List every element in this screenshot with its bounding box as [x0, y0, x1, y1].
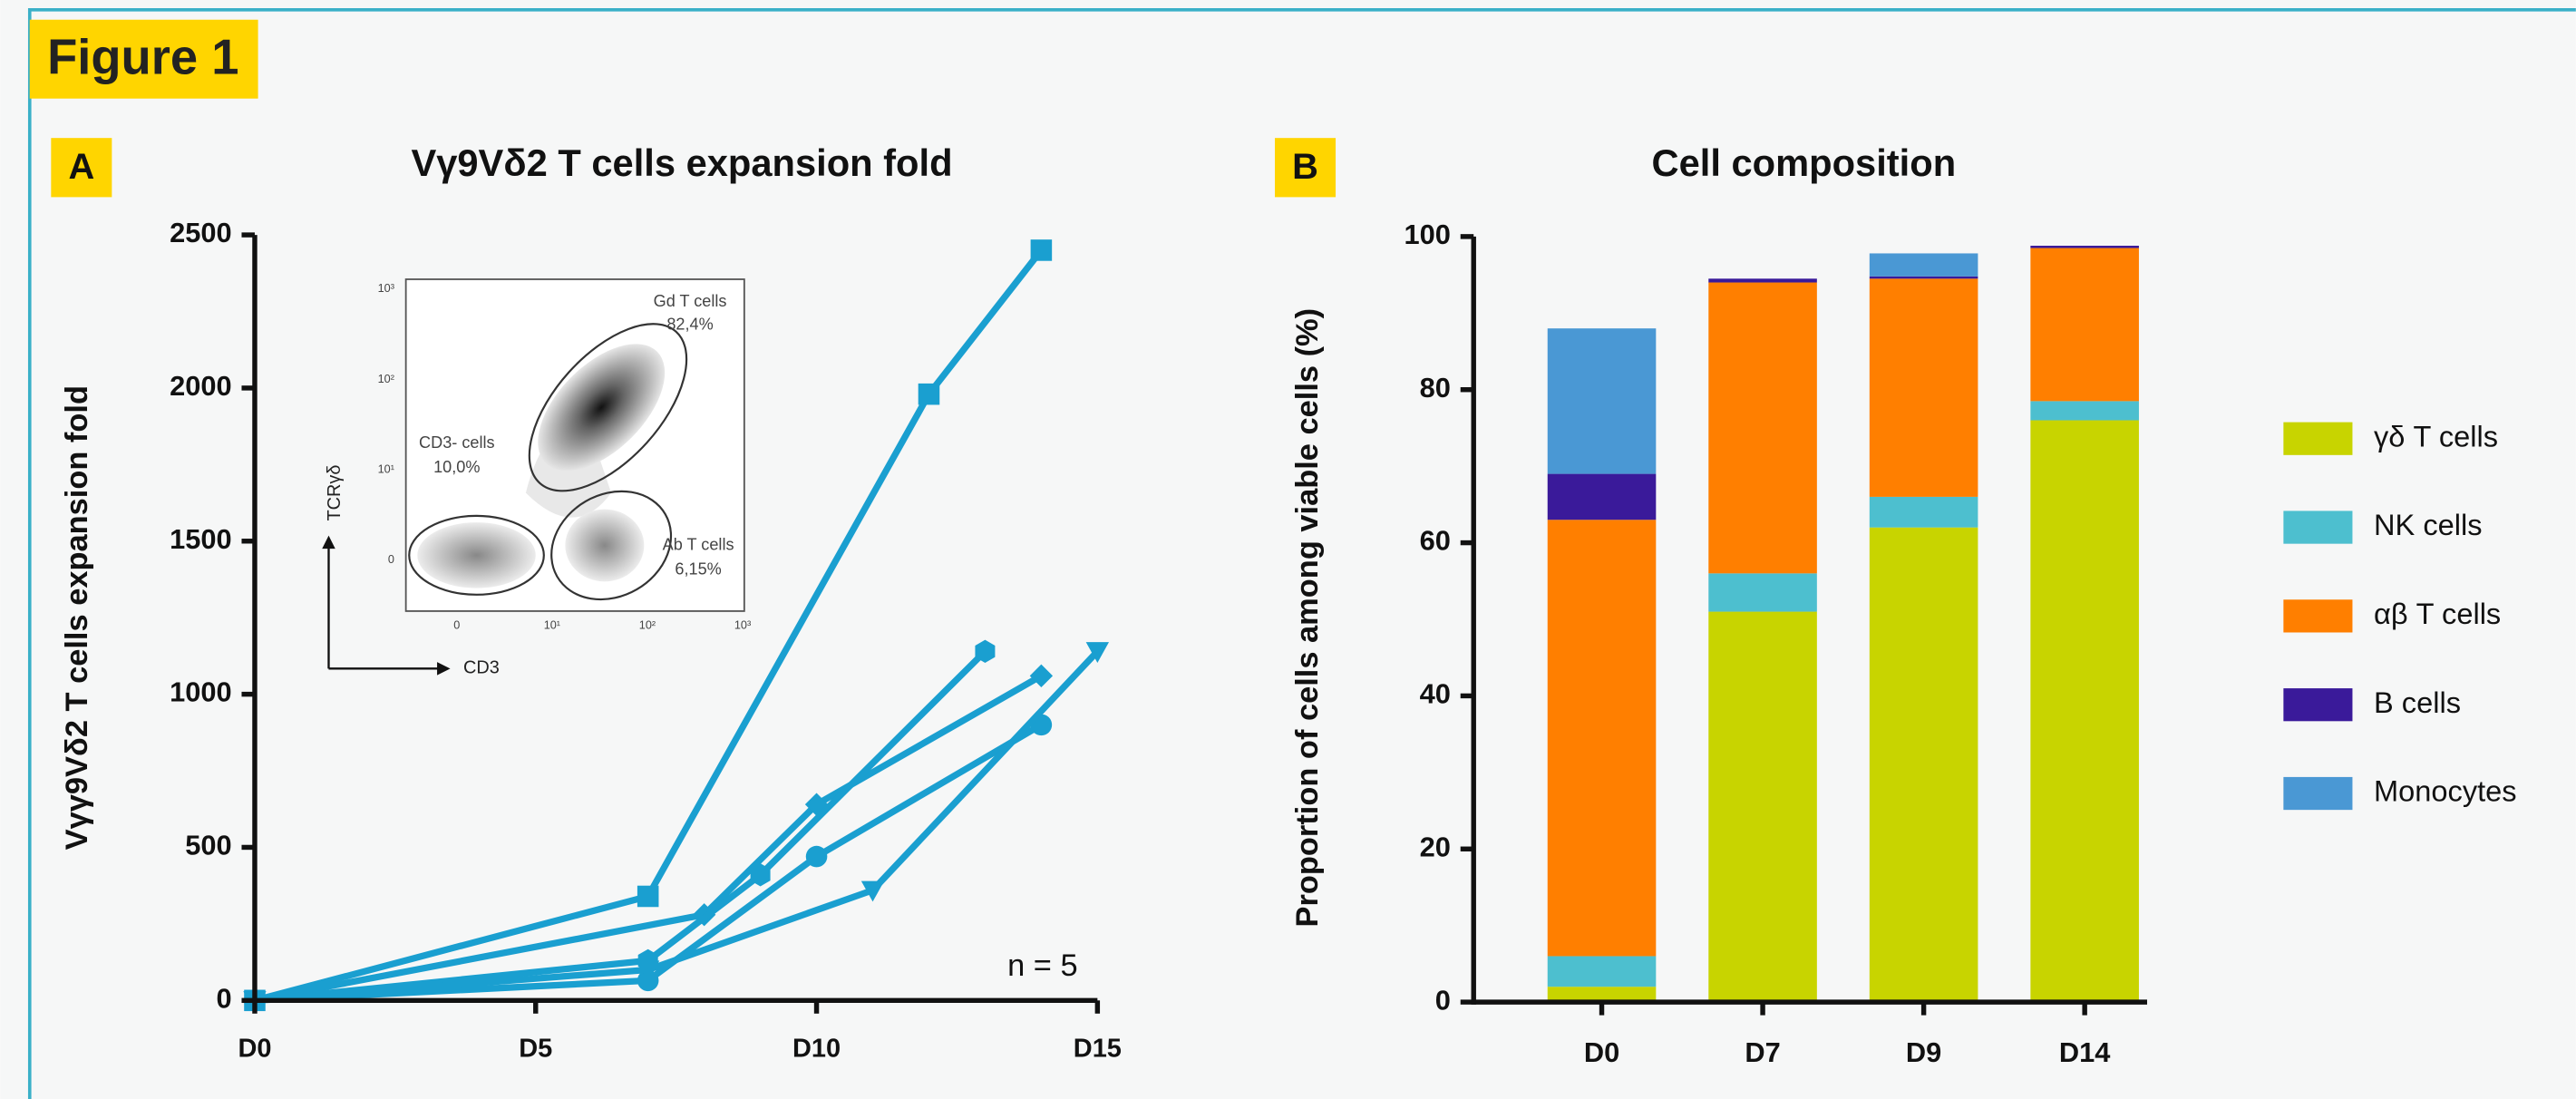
x-tick-label: D9 — [1906, 1036, 1941, 1068]
inset-gate-name: Ab T cells — [663, 535, 734, 553]
bar-segment — [1548, 956, 1657, 987]
legend-swatch — [2283, 511, 2352, 543]
inset-y-tick-label: 0 — [388, 553, 394, 566]
y-tick-label: 80 — [1420, 372, 1451, 404]
inset-density — [565, 510, 644, 582]
inset-gate-name: Gd T cells — [654, 292, 727, 310]
bar-segment — [1708, 612, 1817, 1003]
y-axis-label: Vγγ9Vδ2 T cells expansion fold — [60, 385, 94, 850]
marker — [919, 384, 940, 405]
legend-swatch — [2283, 777, 2352, 810]
chart-title: Cell composition — [1652, 141, 1957, 184]
y-tick-label: 60 — [1420, 525, 1451, 557]
legend-label: B cells — [2374, 686, 2461, 719]
annotation: n = 5 — [1007, 948, 1077, 983]
figure-label: Figure 1 — [47, 29, 238, 84]
inset-y-label: TCRγδ — [325, 465, 345, 521]
inset-gate-percent: 82,4% — [666, 315, 713, 333]
marker — [637, 886, 659, 908]
legend-swatch — [2283, 688, 2352, 721]
inset-gate-name: CD3- cells — [419, 433, 495, 452]
bar-segment — [1708, 283, 1817, 574]
x-tick-label: D0 — [1584, 1036, 1619, 1068]
marker — [806, 846, 828, 868]
x-tick-label: D7 — [1745, 1036, 1780, 1068]
bar-segment — [1548, 474, 1657, 520]
bar-segment — [1548, 520, 1657, 956]
chart-title: Vγ9Vδ2 T cells expansion fold — [411, 141, 952, 184]
legend-label: αβ T cells — [2374, 597, 2501, 630]
bar-segment — [1870, 278, 1978, 497]
inset-y-tick-label: 10¹ — [378, 462, 394, 475]
inset-y-tick-label: 10³ — [378, 282, 394, 295]
x-tick-label: D5 — [519, 1034, 552, 1063]
legend-swatch — [2283, 599, 2352, 632]
bar-segment — [1708, 573, 1817, 611]
x-tick-label: D15 — [1074, 1034, 1122, 1063]
y-tick-label: 2500 — [170, 217, 231, 248]
y-tick-label: 1500 — [170, 523, 231, 555]
y-tick-label: 40 — [1420, 678, 1451, 710]
page: { "figure_label": "Figure 1", "chart_dat… — [0, 0, 2576, 1099]
inset-x-tick-label: 10¹ — [544, 619, 560, 632]
bar-segment — [1548, 328, 1657, 473]
y-tick-label: 20 — [1420, 831, 1451, 862]
panel-label: A — [68, 147, 94, 187]
y-tick-label: 2000 — [170, 370, 231, 402]
y-axis-label: Proportion of cells among viable cells (… — [1290, 308, 1325, 928]
inset-x-tick-label: 10² — [639, 619, 656, 632]
legend-label: NK cells — [2374, 508, 2483, 541]
bar-segment — [1870, 253, 1978, 276]
marker — [1031, 239, 1053, 261]
bar-segment — [1708, 278, 1817, 282]
y-tick-label: 0 — [216, 982, 231, 1014]
x-tick-label: D0 — [238, 1034, 271, 1063]
bar-segment — [2030, 420, 2139, 1002]
bar-segment — [1870, 277, 1978, 279]
panel-label: B — [1292, 147, 1318, 187]
legend-swatch — [2283, 423, 2352, 455]
inset-gate-percent: 6,15% — [675, 559, 721, 578]
inset-density — [417, 522, 535, 588]
bar-segment — [2030, 248, 2139, 402]
y-tick-label: 0 — [1435, 984, 1451, 1016]
x-tick-label: D10 — [792, 1034, 841, 1063]
legend-label: γδ T cells — [2374, 419, 2498, 452]
y-tick-label: 100 — [1404, 219, 1450, 250]
y-tick-label: 500 — [185, 830, 231, 861]
legend-label: Monocytes — [2374, 774, 2517, 808]
inset-x-label: CD3 — [463, 658, 500, 678]
bar-segment — [1870, 497, 1978, 528]
inset-gate-percent: 10,0% — [433, 458, 480, 476]
inset-y-tick-label: 10² — [378, 373, 394, 385]
bar-segment — [2030, 401, 2139, 420]
bar-segment — [1870, 528, 1978, 1002]
x-tick-label: D14 — [2059, 1036, 2110, 1068]
inset-x-tick-label: 10³ — [734, 619, 751, 632]
y-tick-label: 1000 — [170, 676, 231, 708]
figure: Figure 1 CD3 TCRγδ Gd T cells 82,4% CD3-… — [0, 0, 2576, 1099]
inset-x-tick-label: 0 — [453, 619, 460, 632]
bar-segment — [2030, 246, 2139, 248]
